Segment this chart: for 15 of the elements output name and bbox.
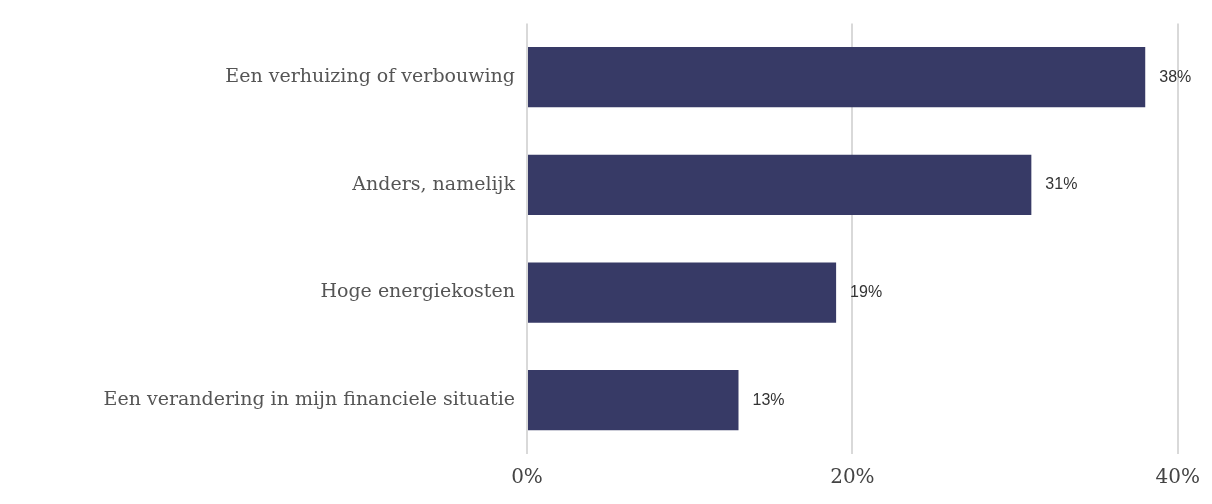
y-tick-label: Een verhuizing of verbouwing [225,64,515,87]
bar [528,154,1032,216]
y-tick-label: Hoge energiekosten [320,279,515,302]
x-tick-label: 40% [1155,464,1200,489]
data-label: 31% [1045,175,1078,193]
bar [528,47,1146,108]
x-tick-label: 20% [830,464,875,489]
x-tick-label: 0% [511,464,543,489]
data-label: 38% [1159,67,1192,85]
y-tick-label: Anders, namelijk [351,171,516,194]
data-label: 13% [752,390,785,408]
bar [528,262,837,323]
bar [528,370,739,431]
data-label: 19% [850,282,883,300]
y-tick-label: Een verandering in mijn financiele situatie [103,387,515,410]
